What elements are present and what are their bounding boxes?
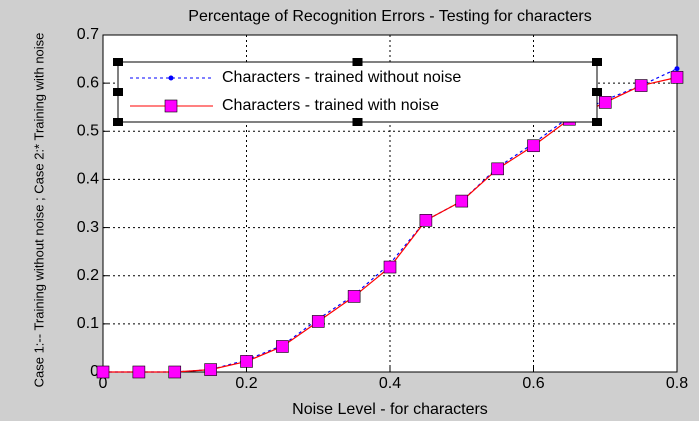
y-tick-label: 0.2	[77, 267, 99, 284]
plot-frame	[102, 34, 678, 373]
legend-label: Characters - trained with noise	[222, 97, 439, 114]
y-tick-label: 0.1	[77, 315, 99, 332]
selection-handle	[113, 118, 123, 126]
legend-marker	[164, 99, 178, 113]
y-tick-label: 0.5	[77, 123, 99, 140]
marker	[204, 363, 217, 376]
legend-marker	[168, 75, 174, 81]
marker	[96, 365, 110, 379]
x-tick-label: 0	[99, 375, 108, 392]
selection-handle	[113, 88, 123, 96]
marker	[674, 66, 680, 72]
x-tick-label: 0.4	[379, 375, 401, 392]
marker	[347, 290, 361, 303]
marker	[634, 79, 648, 92]
x-tick-label: 0.8	[666, 375, 688, 392]
selection-handle	[592, 118, 602, 126]
selection-handle	[352, 58, 363, 66]
y-tick-label: 0	[90, 363, 99, 380]
chart-title: Percentage of Recognition Errors - Testi…	[188, 8, 591, 25]
y-tick-label: 0.4	[77, 171, 99, 188]
marker	[168, 365, 182, 379]
marker	[419, 214, 433, 227]
y-tick-label: 0.3	[77, 219, 99, 236]
legend-label: Characters - trained without noise	[222, 69, 461, 86]
y-tick-label: 0.7	[77, 26, 99, 43]
marker	[276, 340, 289, 353]
marker	[527, 139, 540, 153]
y-axis-label: Case 1:-- Training without noise ; Case …	[31, 33, 46, 388]
marker	[455, 194, 469, 208]
y-tick-label: 0.6	[77, 74, 99, 91]
marker	[598, 96, 612, 109]
marker	[311, 315, 325, 328]
selection-handle	[592, 88, 602, 96]
marker	[383, 260, 397, 274]
legend-box	[117, 61, 598, 123]
x-tick-label: 0.6	[522, 375, 544, 392]
selection-handle	[113, 58, 123, 66]
selection-handle	[592, 58, 602, 66]
marker	[670, 71, 684, 84]
marker	[240, 355, 253, 368]
marker	[132, 365, 146, 379]
x-tick-label: 0.2	[235, 375, 257, 392]
selection-handle	[352, 118, 363, 126]
marker	[491, 162, 504, 176]
x-axis-label: Noise Level - for characters	[292, 401, 488, 418]
